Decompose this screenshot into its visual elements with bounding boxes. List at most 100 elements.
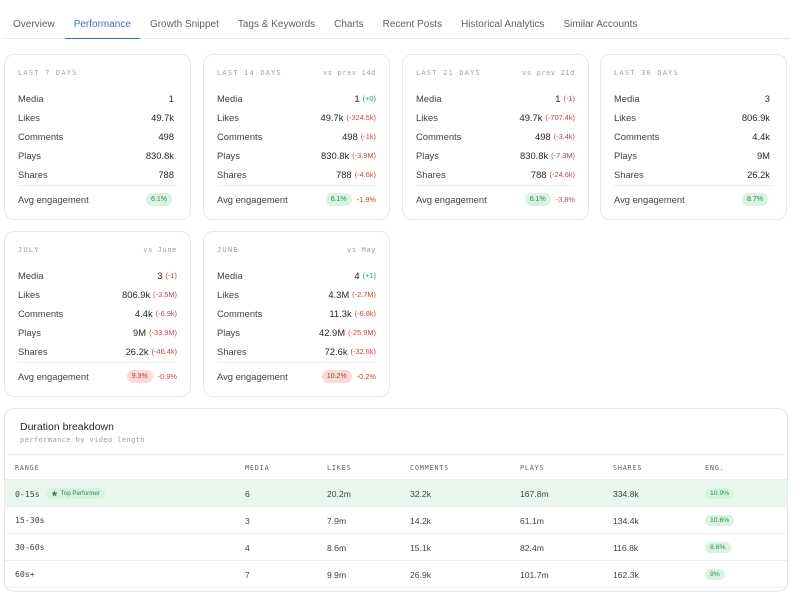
header-range: RANGE bbox=[15, 464, 40, 472]
metric-label: Shares bbox=[217, 346, 247, 357]
metric-row-shares: Shares 72.6k (-32.6k) bbox=[217, 342, 376, 361]
tab-similar-accounts[interactable]: Similar Accounts bbox=[563, 19, 638, 30]
metric-row-media: Media 1 (+0) bbox=[217, 89, 376, 108]
metric-card: JUNE vs May Media 4 (+1) Likes 4.3M (-2.7M) Comm… bbox=[203, 231, 390, 397]
metric-label: Plays bbox=[18, 150, 41, 161]
engagement-row: Avg engagement 8.7% bbox=[614, 193, 773, 206]
card-period: LAST 30 DAYS bbox=[614, 69, 679, 77]
metric-label: Shares bbox=[416, 169, 446, 180]
metric-row-media: Media 1 (-1) bbox=[416, 89, 575, 108]
metric-delta: (+0) bbox=[362, 94, 376, 103]
metric-label: Likes bbox=[18, 289, 40, 300]
engagement-delta: -3.8% bbox=[555, 195, 575, 204]
metric-row-likes: Likes 806.9k (-3.5M) bbox=[18, 285, 177, 304]
engagement-row: Avg engagement 6.1% bbox=[18, 193, 177, 206]
card-header: LAST 7 DAYS bbox=[18, 69, 177, 77]
metric-row-comments: Comments 4.4k (-6.9k) bbox=[18, 304, 177, 323]
duration-breakdown-subtitle: performance by video length bbox=[20, 435, 145, 444]
metric-value: 49.7k bbox=[320, 112, 344, 123]
metric-value: 830.8k bbox=[520, 150, 549, 161]
metric-label: Shares bbox=[18, 169, 48, 180]
metric-value: 3 bbox=[157, 270, 163, 281]
metric-label: Comments bbox=[614, 131, 660, 142]
likes-cell: 7.9m bbox=[327, 516, 347, 526]
tab-historical-analytics[interactable]: Historical Analytics bbox=[461, 19, 545, 30]
metric-label: Media bbox=[614, 93, 640, 104]
metric-delta: (-46.4k) bbox=[151, 347, 177, 356]
engagement-label: Avg engagement bbox=[18, 194, 89, 205]
duration-breakdown-panel: Duration breakdown performance by video … bbox=[4, 408, 788, 592]
header-likes: LIKES bbox=[327, 464, 352, 472]
card-divider bbox=[217, 185, 376, 186]
metric-row-plays: Plays 830.8k bbox=[18, 146, 177, 165]
plays-cell: 61.1m bbox=[520, 516, 544, 526]
engagement-delta: -1.9% bbox=[356, 195, 376, 204]
metric-value: 830.8k bbox=[145, 150, 174, 161]
metric-value: 49.7k bbox=[519, 112, 543, 123]
metric-label: Media bbox=[18, 93, 44, 104]
eng-badge: 8.6% bbox=[705, 542, 731, 553]
shares-cell: 116.8k bbox=[613, 543, 639, 553]
eng-cell: 9% bbox=[705, 568, 725, 580]
engagement-delta: -0.9% bbox=[157, 372, 177, 381]
metric-delta: (-32.6k) bbox=[350, 347, 376, 356]
range-cell: 0-15s Top Performer bbox=[15, 488, 105, 499]
metric-value: 788 bbox=[158, 169, 174, 180]
metric-delta: (+1) bbox=[362, 271, 376, 280]
metric-row-likes: Likes 4.3M (-2.7M) bbox=[217, 285, 376, 304]
metric-delta: (-1) bbox=[165, 271, 178, 280]
metric-row-media: Media 1 bbox=[18, 89, 177, 108]
metric-label: Shares bbox=[614, 169, 644, 180]
star-icon bbox=[50, 490, 58, 497]
range-cell: 15-30s bbox=[15, 515, 45, 525]
metric-card: LAST 21 DAYS vs prev 21d Media 1 (-1) Likes 49… bbox=[402, 54, 589, 220]
metric-row-shares: Shares 788 (-4.6k) bbox=[217, 165, 376, 184]
media-cell: 3 bbox=[245, 516, 250, 526]
tab-recent-posts[interactable]: Recent Posts bbox=[382, 19, 443, 30]
table-row: 15-30s 3 7.9m 14.2k 61.1m 134.4k 10.6% bbox=[5, 507, 787, 534]
metric-delta: (-2.7M) bbox=[352, 290, 376, 299]
metric-delta: (-3.9M) bbox=[352, 151, 376, 160]
top-performer-label: Top Performer bbox=[60, 490, 100, 497]
metric-row-shares: Shares 788 bbox=[18, 165, 177, 184]
engagement-row: Avg engagement 6.1% -1.9% bbox=[217, 193, 376, 206]
metric-value: 498 bbox=[158, 131, 174, 142]
metric-label: Media bbox=[217, 270, 243, 281]
engagement-label: Avg engagement bbox=[217, 371, 288, 382]
plays-cell: 167.8m bbox=[520, 489, 549, 499]
metric-row-shares: Shares 788 (-24.6k) bbox=[416, 165, 575, 184]
metric-value: 4.4k bbox=[134, 308, 153, 319]
eng-badge: 10.6% bbox=[705, 515, 735, 526]
metric-row-plays: Plays 9M (-33.9M) bbox=[18, 323, 177, 342]
metric-value: 72.6k bbox=[324, 346, 348, 357]
engagement-badge: 8.7% bbox=[742, 193, 768, 206]
tab-overview[interactable]: Overview bbox=[13, 19, 55, 30]
media-cell: 7 bbox=[245, 570, 250, 580]
metric-value: 42.9M bbox=[319, 327, 346, 338]
tab-tags-keywords[interactable]: Tags & Keywords bbox=[237, 19, 316, 30]
plays-cell: 101.7m bbox=[520, 570, 549, 580]
tab-growth-snippet[interactable]: Growth Snippet bbox=[149, 19, 219, 30]
engagement-badge: 6.1% bbox=[146, 193, 172, 206]
metric-delta: (-6.8k) bbox=[354, 309, 376, 318]
metric-value: 26.2k bbox=[747, 169, 770, 180]
metric-delta: (-3.5M) bbox=[153, 290, 177, 299]
range-label: 60s+ bbox=[15, 569, 35, 579]
metric-value: 9M bbox=[756, 150, 770, 161]
card-divider bbox=[614, 185, 773, 186]
metric-label: Media bbox=[217, 93, 243, 104]
range-label: 0-15s bbox=[15, 488, 40, 499]
metric-label: Plays bbox=[416, 150, 439, 161]
tab-bar: Overview Performance Growth Snippet Tags… bbox=[4, 11, 790, 39]
tab-performance[interactable]: Performance bbox=[64, 11, 140, 39]
engagement-badge: 10.2% bbox=[321, 370, 352, 383]
tab-charts[interactable]: Charts bbox=[334, 19, 364, 30]
top-performer-badge: Top Performer bbox=[45, 488, 105, 499]
card-header: LAST 30 DAYS bbox=[614, 69, 773, 77]
metric-delta: (-1) bbox=[563, 94, 576, 103]
metric-row-media: Media 3 bbox=[614, 89, 773, 108]
header-comments: COMMENTS bbox=[410, 464, 450, 472]
metric-value: 1 bbox=[555, 93, 561, 104]
card-header: JUNE vs May bbox=[217, 246, 376, 254]
card-compare: vs May bbox=[347, 246, 376, 254]
